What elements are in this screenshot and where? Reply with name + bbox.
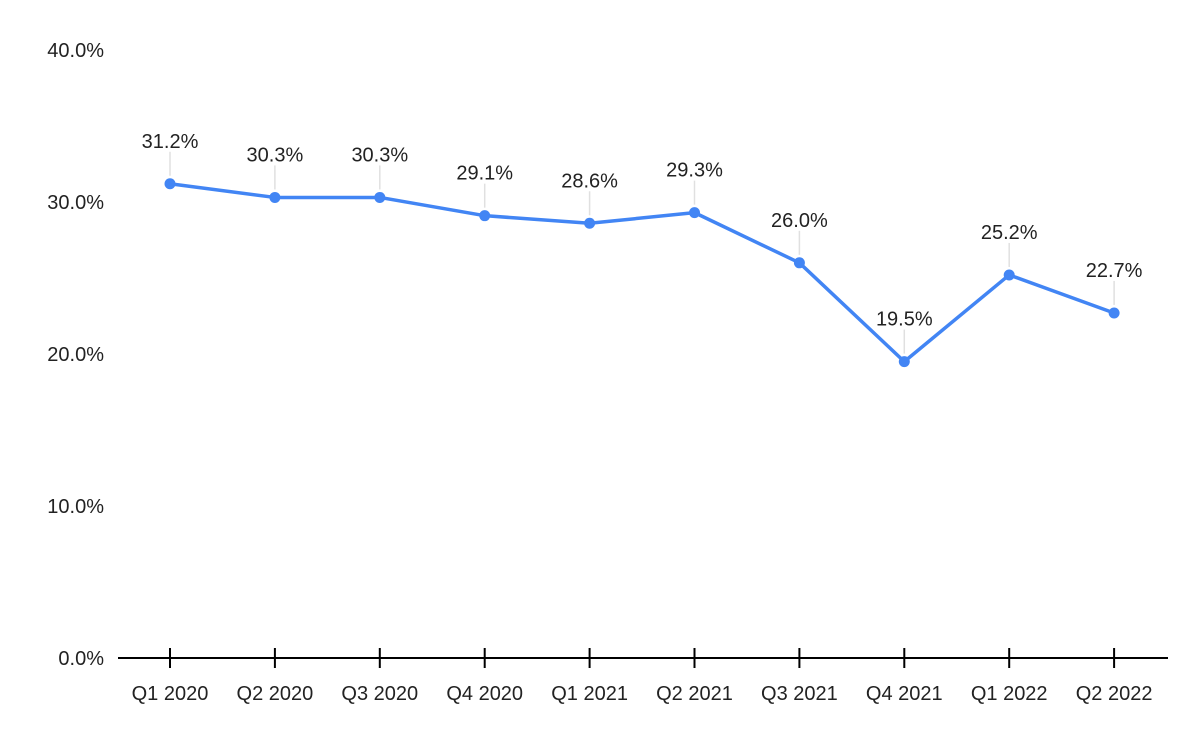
data-label: 19.5%	[876, 309, 933, 331]
data-label: 26.0%	[771, 210, 828, 232]
data-point	[584, 217, 596, 229]
data-point	[689, 207, 700, 219]
y-tick-label: 20.0%	[47, 344, 104, 366]
data-point	[793, 257, 805, 269]
x-tick-label: Q4 2020	[446, 683, 523, 705]
data-label: 29.3%	[666, 160, 723, 182]
data-point	[1003, 269, 1015, 281]
x-tick-label: Q1 2022	[971, 683, 1048, 705]
data-point	[1108, 307, 1120, 319]
data-point	[269, 191, 281, 203]
y-tick-label: 30.0%	[47, 192, 104, 214]
x-tick-label: Q2 2022	[1076, 683, 1153, 705]
data-label-leaders	[169, 151, 1115, 354]
data-labels: 31.2% 30.3% 30.3% 29.1% 28.6% 29.3% 26.0% 19.5%…	[142, 131, 1143, 331]
data-point	[479, 210, 491, 222]
data-point	[898, 356, 910, 368]
data-label: 22.7%	[1086, 260, 1143, 282]
data-label: 31.2%	[142, 131, 199, 153]
data-point	[164, 178, 176, 190]
x-axis: Q1 2020 Q2 2020 Q3 2020 Q4 2020 Q1 2021 Q2 20…	[118, 648, 1168, 705]
x-tick-label: Q3 2020	[341, 683, 418, 705]
data-point	[374, 191, 386, 203]
x-tick-label: Q2 2020	[237, 683, 314, 705]
data-label: 30.3%	[351, 144, 408, 166]
series-group	[164, 178, 1120, 368]
y-tick-label: 10.0%	[47, 496, 104, 518]
x-tick-label: Q3 2021	[761, 683, 838, 705]
y-tick-label: 40.0%	[47, 40, 104, 62]
data-label: 28.6%	[561, 170, 618, 192]
data-label: 29.1%	[456, 163, 513, 185]
y-tick-label: 0.0%	[58, 648, 104, 670]
series-line	[168, 182, 1116, 364]
data-label: 25.2%	[981, 222, 1038, 244]
y-axis: 0.0% 10.0% 20.0% 30.0% 40.0%	[47, 40, 104, 670]
x-tick-label: Q1 2021	[551, 683, 628, 705]
x-tick-label: Q4 2021	[866, 683, 943, 705]
x-tick-label: Q1 2020	[132, 683, 209, 705]
x-tick-label: Q2 2021	[656, 683, 733, 705]
data-label: 30.3%	[247, 144, 304, 166]
